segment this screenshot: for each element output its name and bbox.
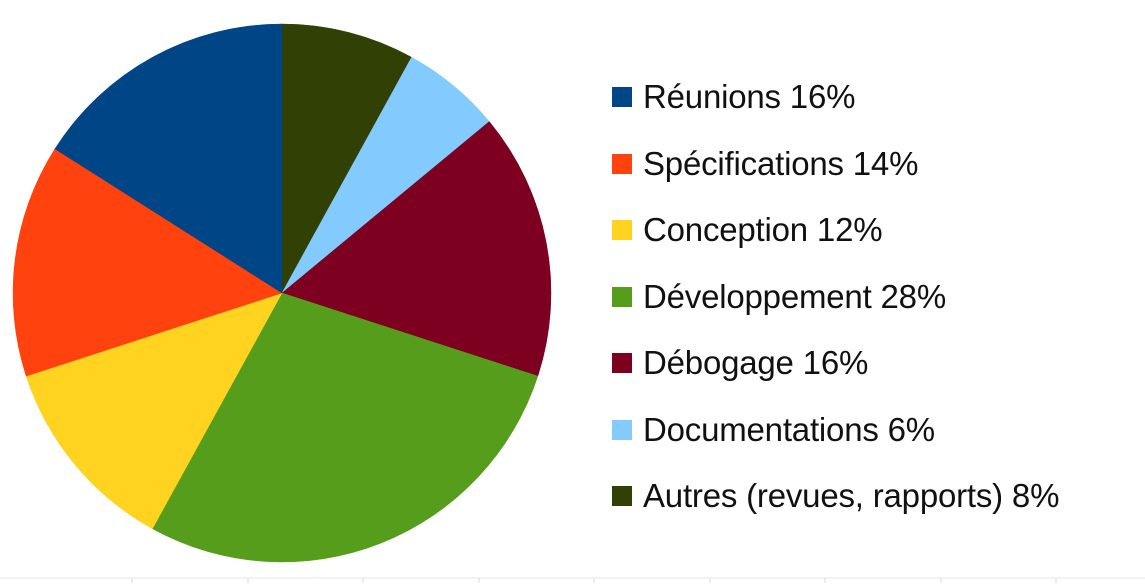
legend: Réunions 16% Spécifications 14% Concepti…: [612, 64, 1142, 530]
legend-label-specifications: Spécifications 14%: [643, 144, 919, 182]
legend-item-conception: Conception 12%: [612, 197, 1142, 264]
pie-slice-specifications: [12, 148, 283, 377]
legend-label-autres: Autres (revues, rapports) 8%: [643, 477, 1060, 515]
legend-swatch-conception: [612, 220, 632, 241]
legend-item-specifications: Spécifications 14%: [612, 131, 1142, 198]
legend-label-documentations: Documentations 6%: [643, 410, 935, 448]
legend-swatch-specifications: [612, 153, 632, 174]
legend-swatch-debogage: [612, 353, 632, 374]
pie-slice-developpement: [152, 292, 539, 563]
legend-item-developpement: Développement 28%: [612, 264, 1142, 331]
legend-swatch-developpement: [612, 286, 632, 307]
legend-swatch-documentations: [612, 419, 632, 440]
pie-slice-reunions: [54, 23, 283, 294]
legend-item-autres: Autres (revues, rapports) 8%: [612, 463, 1142, 530]
pie-slice-autres: [281, 23, 412, 294]
legend-label-conception: Conception 12%: [643, 211, 883, 249]
legend-swatch-reunions: [612, 87, 632, 108]
pie-slice-conception: [25, 292, 283, 530]
legend-swatch-autres: [612, 486, 632, 507]
legend-item-reunions: Réunions 16%: [612, 64, 1142, 131]
legend-item-debogage: Débogage 16%: [612, 330, 1142, 397]
legend-label-developpement: Développement 28%: [643, 277, 946, 315]
legend-label-debogage: Débogage 16%: [643, 344, 869, 382]
pie-slice-debogage: [281, 121, 552, 377]
legend-item-documentations: Documentations 6%: [612, 397, 1142, 464]
legend-label-reunions: Réunions 16%: [643, 78, 856, 116]
